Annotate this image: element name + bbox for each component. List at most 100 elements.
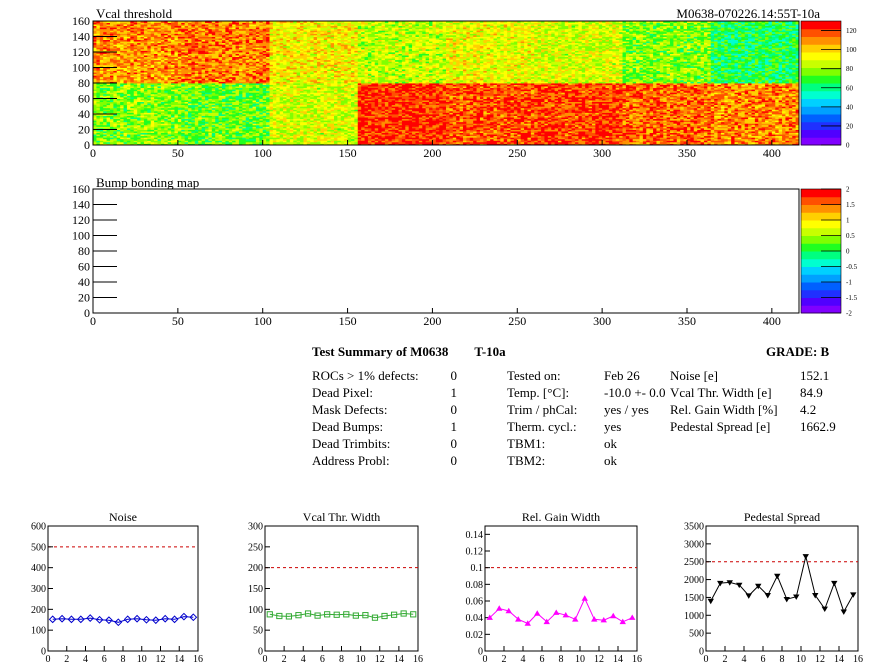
heatmap-cell xyxy=(167,138,172,141)
heatmap-cell xyxy=(276,137,281,140)
heatmap-cell xyxy=(734,140,739,143)
heatmap-cell xyxy=(140,141,145,144)
heatmap-cell xyxy=(449,138,454,141)
heatmap-cell xyxy=(357,140,362,143)
heatmap-cell xyxy=(517,143,522,146)
heatmap-cell xyxy=(466,137,471,140)
heatmap-cell xyxy=(591,137,596,140)
heatmap-cell xyxy=(429,140,433,143)
heatmap-cell xyxy=(659,140,664,143)
heatmap-cell xyxy=(215,138,219,141)
heatmap-cell xyxy=(201,141,206,144)
heatmap-cell xyxy=(782,143,786,146)
heatmap-cell xyxy=(629,140,634,143)
heatmap-cell xyxy=(106,137,111,140)
heatmap-cell xyxy=(310,140,315,143)
heatmap-cell xyxy=(225,140,230,143)
heatmap-cell xyxy=(439,140,443,143)
heatmap-cell xyxy=(374,138,379,141)
module-id-label: M0638-070226.14:55T-10a xyxy=(676,6,820,21)
heatmap-cell xyxy=(422,141,427,144)
heatmap-cell xyxy=(683,143,688,146)
heatmap-cell xyxy=(754,141,759,144)
heatmap-cell xyxy=(422,143,427,146)
heatmap-cell xyxy=(167,141,172,144)
heatmap-cell xyxy=(120,138,124,141)
heatmap-cell xyxy=(205,135,209,138)
heatmap-cell xyxy=(564,138,569,141)
heatmap-cell xyxy=(500,137,505,140)
heatmap-cell xyxy=(398,137,403,140)
heatmap-cell xyxy=(724,138,729,141)
heatmap-cell xyxy=(727,138,732,141)
heatmap-cell xyxy=(286,143,291,146)
heatmap-cell xyxy=(714,137,718,140)
heatmap-cell xyxy=(276,141,281,144)
heatmap-cell xyxy=(371,137,376,140)
heatmap-cell xyxy=(748,138,752,141)
heatmap-cell xyxy=(293,137,298,140)
heatmap-cell xyxy=(568,143,572,146)
heatmap-cell xyxy=(408,137,413,140)
heatmap-cell xyxy=(659,137,664,140)
heatmap-cell xyxy=(656,141,661,144)
heatmap-cell xyxy=(140,138,145,141)
heatmap-cell xyxy=(354,143,359,146)
heatmap-cell xyxy=(395,137,399,140)
heatmap-cell xyxy=(235,135,240,138)
heatmap-cell xyxy=(371,143,376,146)
heatmap-cell xyxy=(534,137,539,140)
heatmap-cell xyxy=(656,138,661,141)
heatmap-cell xyxy=(456,138,460,141)
heatmap-cell xyxy=(788,137,793,140)
heatmap-cell xyxy=(252,135,257,138)
heatmap-cell xyxy=(194,135,199,138)
heatmap-cell xyxy=(639,138,644,141)
heatmap-cell xyxy=(435,143,440,146)
heatmap-cell xyxy=(160,141,165,144)
heatmap-cell xyxy=(775,143,780,146)
heatmap-cell xyxy=(483,143,488,146)
heatmap-cell xyxy=(524,140,528,143)
heatmap-cell xyxy=(462,138,467,141)
heatmap-cell xyxy=(384,141,389,144)
heatmap-cell xyxy=(636,141,640,144)
heatmap-cell xyxy=(340,140,345,143)
heatmap-cell xyxy=(137,140,141,143)
heatmap-cell xyxy=(293,141,298,144)
heatmap-cell xyxy=(513,143,518,146)
heatmap-cell xyxy=(622,138,627,141)
heatmap-cell xyxy=(191,137,196,140)
heatmap-cell xyxy=(167,135,172,138)
heatmap-cell xyxy=(113,143,118,146)
heatmap-cell xyxy=(449,141,454,144)
heatmap-cell xyxy=(367,137,372,140)
heatmap-cell xyxy=(242,137,247,140)
heatmap-cell xyxy=(228,140,233,143)
heatmap-cell xyxy=(361,141,365,144)
heatmap-cell xyxy=(486,138,491,141)
heatmap-cell xyxy=(123,140,128,143)
heatmap-cell xyxy=(340,141,345,144)
heatmap-cell xyxy=(310,141,315,144)
heatmap-cell xyxy=(574,137,579,140)
heatmap-cell xyxy=(276,135,281,138)
heatmap-cell xyxy=(700,143,705,146)
heatmap-cell xyxy=(741,143,746,146)
heatmap-cell xyxy=(184,140,189,143)
heatmap-cell xyxy=(181,141,186,144)
heatmap-cell xyxy=(269,140,274,143)
heatmap-cell xyxy=(164,143,169,146)
heatmap-cell xyxy=(578,140,583,143)
heatmap-cell xyxy=(205,141,209,144)
heatmap-cell xyxy=(680,143,684,146)
heatmap-cell xyxy=(615,138,620,141)
heatmap-cell xyxy=(154,143,158,146)
heatmap-cell xyxy=(568,137,572,140)
heatmap-cell xyxy=(232,135,236,138)
heatmap-cell xyxy=(367,135,372,138)
heatmap-cell xyxy=(629,143,634,146)
heatmap-cell xyxy=(123,141,128,144)
heatmap-cell xyxy=(361,138,365,141)
heatmap-cell xyxy=(442,140,447,143)
